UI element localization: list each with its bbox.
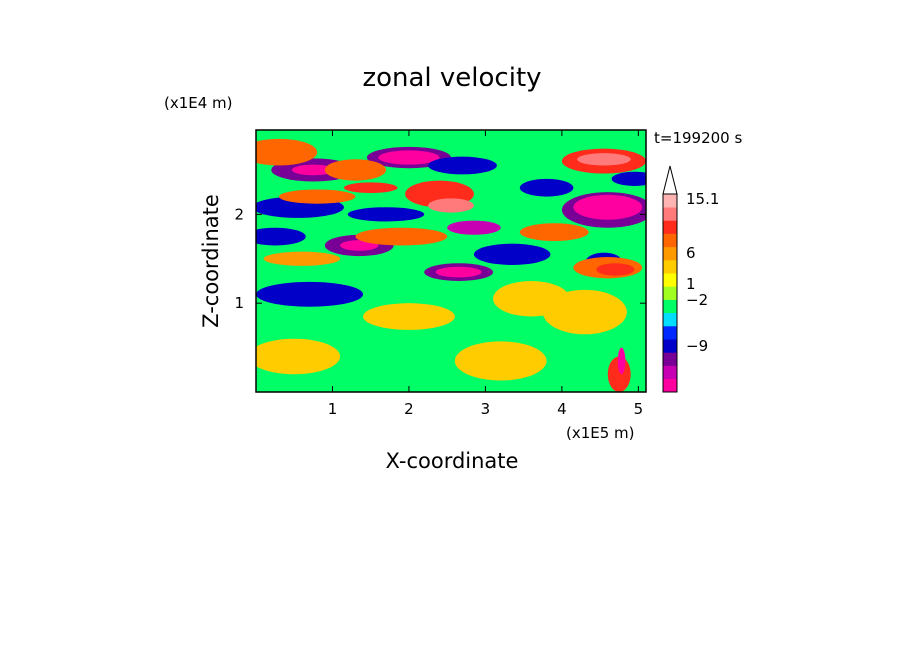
- colorbar-swatch: [663, 365, 677, 380]
- colorbar-label: 1: [686, 275, 696, 293]
- y-axis: 12: [234, 205, 646, 312]
- contour-region: [611, 171, 646, 186]
- x-axis: 1 2 3 4 5: [328, 130, 643, 418]
- plot-frame: [255, 129, 647, 393]
- x-axis-label: X-coordinate: [386, 449, 519, 473]
- contour-region: [256, 338, 341, 375]
- colorbar-label: 15.1: [686, 190, 719, 208]
- colorbar-swatch: [663, 233, 677, 248]
- colorbar-label: −9: [686, 337, 708, 355]
- x-unit-label: (x1E5 m): [566, 424, 635, 442]
- colorbar-swatch: [663, 207, 677, 221]
- colorbar-extend-arrow: [662, 165, 678, 195]
- contour-region: [617, 347, 626, 375]
- colorbar-swatch: [663, 378, 677, 393]
- chart-title: zonal velocity: [362, 63, 541, 93]
- colorbar: 15.1 6 1−2 −9: [662, 165, 719, 393]
- contour-region: [263, 251, 341, 266]
- contour-region: [447, 220, 501, 235]
- contour-region: [355, 227, 448, 246]
- contour-region: [324, 159, 387, 181]
- contour-region: [256, 138, 318, 166]
- time-label: t=199200 s: [654, 129, 742, 147]
- colorbar-swatch: [663, 260, 677, 274]
- x-tick-label: 4: [557, 400, 567, 418]
- contour-region: [278, 189, 356, 204]
- colorbar-swatch: [663, 246, 677, 261]
- colorbar-swatch: [663, 273, 677, 287]
- y-tick-label: 1: [234, 294, 244, 312]
- contour-region: [347, 207, 425, 222]
- colorbar-swatch: [663, 299, 677, 314]
- contour-region: [428, 198, 474, 213]
- contour-region: [573, 194, 643, 220]
- plot-area: [256, 130, 646, 392]
- x-tick-label: 5: [634, 400, 644, 418]
- y-tick-label: 2: [234, 205, 244, 223]
- contour-region: [435, 266, 482, 278]
- contour-region: [577, 153, 631, 166]
- colorbar-swatch: [663, 286, 677, 300]
- contour-region: [256, 227, 306, 246]
- contour-region: [428, 156, 497, 175]
- colorbar-swatch: [663, 194, 677, 208]
- contour-region: [363, 303, 455, 330]
- contour-region: [291, 164, 335, 176]
- contour-region: [343, 182, 398, 194]
- colorbar-label: −2: [686, 291, 708, 309]
- colorbar-swatch: [663, 339, 677, 353]
- y-unit-label: (x1E4 m): [164, 94, 233, 112]
- contour-region: [256, 281, 364, 307]
- contour-region: [519, 178, 574, 197]
- contour-region: [454, 341, 547, 381]
- colorbar-swatch: [663, 220, 677, 234]
- x-tick-label: 2: [404, 400, 414, 418]
- colorbar-swatch: [663, 352, 677, 366]
- contour-region: [542, 289, 627, 335]
- colorbar-frame: [662, 193, 678, 393]
- contour-region: [473, 243, 551, 265]
- contour-region: [519, 223, 589, 242]
- contour-region: [596, 263, 635, 276]
- x-tick-label: 1: [328, 400, 338, 418]
- contour-region: [378, 150, 440, 165]
- colorbar-swatch: [663, 312, 677, 327]
- y-axis-label: Z-coordinate: [199, 194, 223, 328]
- colorbar-label: 6: [686, 244, 696, 262]
- colorbar-swatch: [663, 326, 677, 340]
- x-tick-label: 3: [481, 400, 491, 418]
